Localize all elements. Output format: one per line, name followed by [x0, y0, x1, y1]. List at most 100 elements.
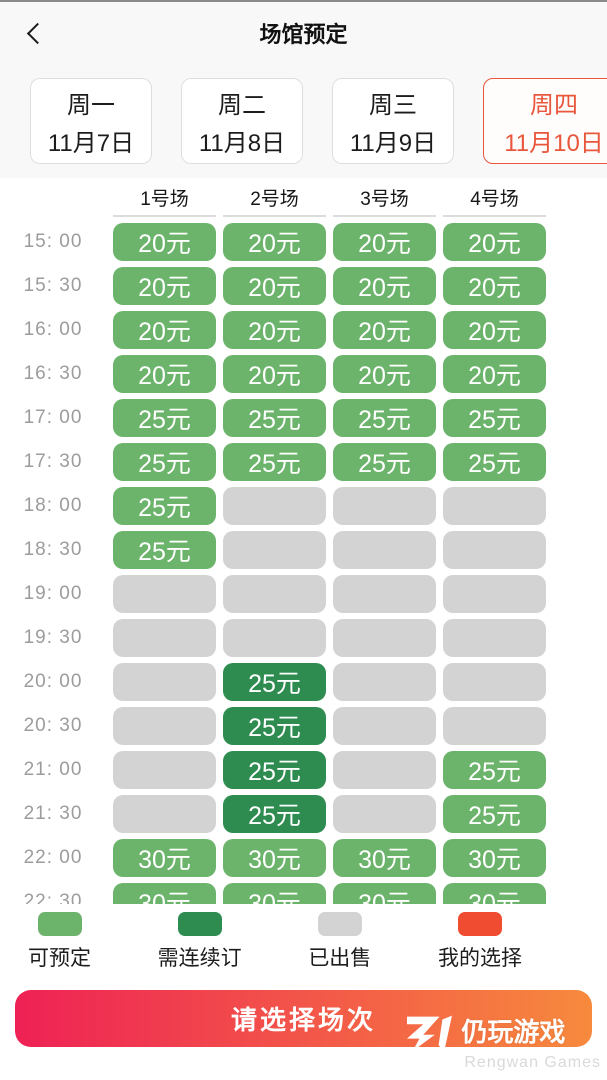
schedule-grid: 1号场 2号场 3号场 4号场 15: 00 20元 20元 20元 20元 15: 30 20元…: [0, 178, 607, 904]
time-label: 21: 30: [23, 803, 83, 824]
tab-weekday-label: 周四: [530, 91, 578, 119]
legend-item-selected: 我的选择: [438, 912, 522, 976]
date-tab-4[interactable]: 周四 11月10日: [483, 78, 607, 164]
slot-cell-available[interactable]: 20元: [113, 223, 216, 261]
slot-cell-available[interactable]: 20元: [113, 311, 216, 349]
schedule-row: 17: 30 25元 25元 25元 25元: [0, 443, 607, 481]
legend-label: 我的选择: [437, 947, 522, 970]
time-column-spacer: [0, 184, 106, 217]
slot-cell-available[interactable]: 20元: [223, 311, 326, 349]
slot-cell-consecutive[interactable]: 25元: [223, 751, 326, 789]
slot-cell-available[interactable]: 20元: [223, 267, 326, 305]
time-label: 19: 00: [23, 583, 83, 604]
court-header-row: 1号场 2号场 3号场 4号场: [0, 184, 607, 217]
slot-cell-available[interactable]: 30元: [223, 839, 326, 877]
schedule-row: 20: 30 25元: [0, 707, 607, 745]
page-title: 场馆预定: [259, 22, 348, 47]
time-label: 15: 30: [23, 275, 83, 296]
slot-cell-available[interactable]: 20元: [113, 267, 216, 305]
slot-cell-consecutive[interactable]: 25元: [223, 795, 326, 833]
app-header: 场馆预定: [0, 2, 607, 64]
tab-weekday-label: 周三: [369, 91, 417, 119]
legend-swatch-selected: [457, 912, 502, 936]
slot-cell-sold: [223, 619, 326, 657]
slot-cell-sold: [223, 487, 326, 525]
slot-cell-available[interactable]: 25元: [443, 443, 546, 481]
legend-swatch-sold: [317, 912, 362, 936]
legend-item-consecutive: 需连续订: [158, 912, 242, 976]
slot-cell-available[interactable]: 30元: [443, 839, 546, 877]
slot-cell-available[interactable]: 20元: [333, 311, 436, 349]
legend-swatch-available: [37, 912, 82, 936]
slot-cell-sold: [223, 575, 326, 613]
slot-cell-available[interactable]: 20元: [443, 311, 546, 349]
slot-cell-sold: [443, 487, 546, 525]
slot-cell-available[interactable]: 20元: [223, 355, 326, 393]
slot-cell-available[interactable]: 25元: [113, 443, 216, 481]
slot-cell-available[interactable]: 25元: [443, 399, 546, 437]
schedule-row: 19: 30: [0, 619, 607, 657]
slot-cell-sold: [443, 707, 546, 745]
slot-cell-sold: [333, 531, 436, 569]
select-session-button[interactable]: 请选择场次: [15, 990, 592, 1047]
date-tab-3[interactable]: 周三 11月9日: [332, 78, 454, 164]
legend-item-available: 可预定: [28, 912, 91, 976]
slot-cell-available[interactable]: 20元: [113, 355, 216, 393]
schedule-row: 15: 30 20元 20元 20元 20元: [0, 267, 607, 305]
legend-swatch-consecutive: [177, 912, 222, 936]
slot-cell-available[interactable]: 30元: [113, 839, 216, 877]
legend-item-sold: 已出售: [308, 912, 371, 976]
slot-cell-sold: [113, 663, 216, 701]
slot-cell-available[interactable]: 25元: [333, 399, 436, 437]
date-tab-2[interactable]: 周二 11月8日: [181, 78, 303, 164]
slot-cell-available[interactable]: 20元: [333, 223, 436, 261]
slot-cell-available[interactable]: 20元: [333, 355, 436, 393]
slot-cell-available[interactable]: 30元: [223, 883, 326, 904]
time-label: 20: 00: [23, 671, 83, 692]
slot-cell-sold: [113, 795, 216, 833]
slot-cell-sold: [333, 487, 436, 525]
slot-cell-available[interactable]: 30元: [333, 839, 436, 877]
tab-weekday-label: 周一: [67, 91, 115, 119]
slot-cell-available[interactable]: 20元: [223, 223, 326, 261]
time-label: 15: 00: [23, 231, 83, 252]
footer-bar: 请选择场次: [0, 976, 607, 1047]
slot-cell-available[interactable]: 25元: [113, 531, 216, 569]
slot-cell-sold: [333, 663, 436, 701]
slot-cell-available[interactable]: 25元: [443, 795, 546, 833]
slot-cell-sold: [443, 575, 546, 613]
slot-cell-available[interactable]: 30元: [333, 883, 436, 904]
court-header-4: 4号场: [443, 184, 546, 217]
schedule-row: 18: 30 25元: [0, 531, 607, 569]
slot-cell-consecutive[interactable]: 25元: [223, 663, 326, 701]
slot-cell-available[interactable]: 30元: [113, 883, 216, 904]
time-label: 18: 30: [23, 539, 83, 560]
slot-cell-sold: [113, 707, 216, 745]
tab-date-label: 11月9日: [349, 129, 437, 157]
watermark-subtitle: Rengwan Games: [464, 1054, 601, 1071]
slot-cell-available[interactable]: 20元: [443, 223, 546, 261]
slot-cell-available[interactable]: 25元: [113, 487, 216, 525]
schedule-row: 21: 00 25元 25元: [0, 751, 607, 789]
time-label: 22: 30: [23, 891, 83, 904]
court-header-2: 2号场: [223, 184, 326, 217]
slot-cell-sold: [443, 531, 546, 569]
schedule-row: 16: 00 20元 20元 20元 20元: [0, 311, 607, 349]
time-label: 16: 30: [23, 363, 83, 384]
schedule-row: 22: 30 30元 30元 30元 30元: [0, 883, 607, 904]
slot-cell-available[interactable]: 25元: [223, 399, 326, 437]
slot-cell-sold: [113, 751, 216, 789]
slot-cell-consecutive[interactable]: 25元: [223, 707, 326, 745]
date-tab-1[interactable]: 周一 11月7日: [30, 78, 152, 164]
slot-cell-available[interactable]: 25元: [443, 751, 546, 789]
slot-cell-available[interactable]: 25元: [113, 399, 216, 437]
slot-cell-available[interactable]: 20元: [443, 267, 546, 305]
slot-cell-available[interactable]: 25元: [333, 443, 436, 481]
slot-cell-available[interactable]: 30元: [443, 883, 546, 904]
slot-cell-available[interactable]: 25元: [223, 443, 326, 481]
top-section: 场馆预定 周一 11月7日 周二 11月8日 周三 11月9日 周四 11月10日: [0, 0, 607, 178]
slot-cell-sold: [113, 575, 216, 613]
schedule-row: 19: 00: [0, 575, 607, 613]
slot-cell-available[interactable]: 20元: [443, 355, 546, 393]
slot-cell-available[interactable]: 20元: [333, 267, 436, 305]
